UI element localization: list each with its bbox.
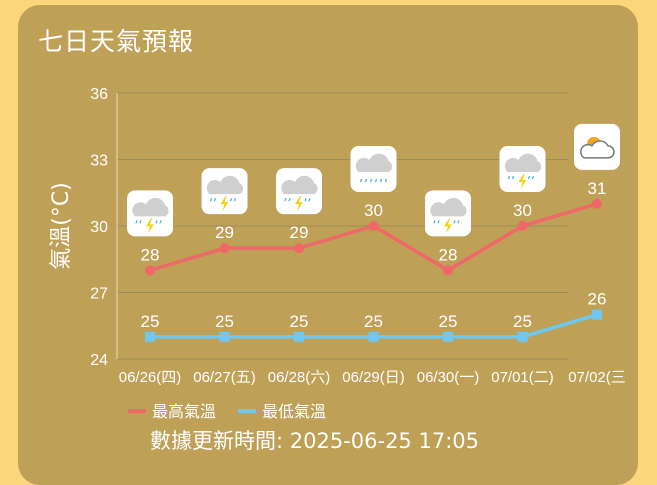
x-tick-label: 06/29(日)	[342, 369, 405, 386]
x-tick-label: 06/26(四)	[119, 369, 182, 386]
x-tick-label: 06/30(一)	[417, 369, 480, 386]
thunderstorm-icon	[276, 168, 322, 215]
y-tick-label: 24	[90, 352, 108, 369]
data-point	[592, 309, 602, 320]
data-label: 26	[588, 290, 607, 309]
data-label: 25	[513, 312, 532, 331]
partly-cloudy-icon	[574, 123, 620, 170]
data-label: 29	[215, 223, 234, 242]
lightning	[146, 218, 154, 234]
lightning	[518, 174, 527, 189]
data-label: 25	[364, 312, 383, 331]
cloud	[430, 197, 467, 217]
raindrop	[213, 197, 217, 202]
raindrop	[308, 197, 311, 202]
raindrop	[531, 175, 535, 180]
raindrop	[135, 220, 138, 224]
raindrop	[511, 175, 515, 180]
thunderstorm-icon	[127, 190, 173, 237]
raindrop	[155, 220, 158, 224]
raindrop	[229, 197, 233, 202]
cloud	[504, 153, 542, 172]
data-point	[294, 243, 304, 254]
data-label: 25	[290, 312, 309, 331]
thunderstorm-icon	[499, 146, 546, 192]
data-label: 28	[439, 245, 458, 264]
raindrop	[139, 220, 142, 224]
raindrop	[507, 175, 511, 180]
data-point	[219, 331, 230, 342]
temperature-chart: 24 27 30 33 36 氣溫(°C) 06/26(四) 06/27(五) 06/28(六)…	[49, 86, 626, 421]
data-point	[517, 331, 528, 342]
x-tick-label: 07/02(三	[568, 369, 626, 386]
raindrop	[384, 178, 388, 183]
data-label: 28	[141, 245, 160, 264]
x-tick-label: 06/28(六)	[268, 369, 331, 386]
raindrop	[457, 220, 460, 224]
legend-label: 最高氣溫	[152, 402, 216, 421]
thunderstorm-icon	[425, 190, 471, 237]
raindrop	[527, 175, 531, 180]
raindrop	[369, 178, 373, 183]
raindrop	[379, 178, 383, 183]
raindrop	[433, 220, 436, 224]
data-point	[517, 221, 528, 231]
data-point	[368, 331, 379, 342]
raindrop	[437, 220, 440, 224]
y-tick-label: 27	[90, 286, 108, 303]
data-point	[592, 198, 602, 209]
update-time: 數據更新時間: 2025-06-25 17:05	[150, 429, 479, 453]
y-axis-label: 氣溫(°C)	[49, 182, 74, 270]
raindrop	[359, 178, 363, 183]
data-point	[145, 331, 155, 342]
raindrop	[364, 178, 368, 183]
raindrop	[209, 197, 213, 202]
data-point	[443, 265, 453, 276]
cloud	[281, 175, 318, 195]
lightning	[444, 218, 452, 234]
raindrop	[233, 197, 237, 202]
data-label: 29	[290, 223, 309, 242]
data-point	[219, 243, 230, 254]
x-tick-label: 06/27(五)	[193, 369, 256, 386]
raindrop	[288, 197, 291, 202]
data-label: 31	[588, 179, 607, 198]
data-label: 25	[439, 312, 458, 331]
y-tick-label: 30	[90, 219, 108, 236]
thunderstorm-icon	[201, 168, 248, 215]
data-label: 25	[141, 312, 160, 331]
raindrop	[284, 197, 287, 202]
lightning	[295, 196, 303, 212]
raindrop	[304, 197, 307, 202]
legend-label: 最低氣溫	[262, 402, 326, 421]
data-label: 30	[513, 201, 532, 220]
x-tick-label: 07/01(二)	[491, 369, 554, 386]
y-tick-label: 36	[90, 86, 108, 103]
data-point	[443, 331, 453, 342]
raindrop	[453, 220, 456, 224]
forecast-card	[18, 5, 638, 485]
data-point	[368, 221, 379, 231]
data-point	[145, 265, 155, 276]
raindrop	[374, 178, 378, 183]
y-tick-label: 33	[90, 153, 108, 170]
cloud	[355, 153, 393, 172]
lightning	[220, 196, 229, 212]
cloud	[132, 197, 169, 217]
data-point	[294, 331, 304, 342]
data-label: 25	[215, 312, 234, 331]
raindrop	[159, 220, 162, 224]
data-label: 30	[364, 201, 383, 220]
page-title: 七日天氣預報	[38, 27, 195, 56]
cloud	[206, 175, 244, 195]
rain-icon	[350, 146, 397, 192]
cloud	[580, 140, 615, 159]
